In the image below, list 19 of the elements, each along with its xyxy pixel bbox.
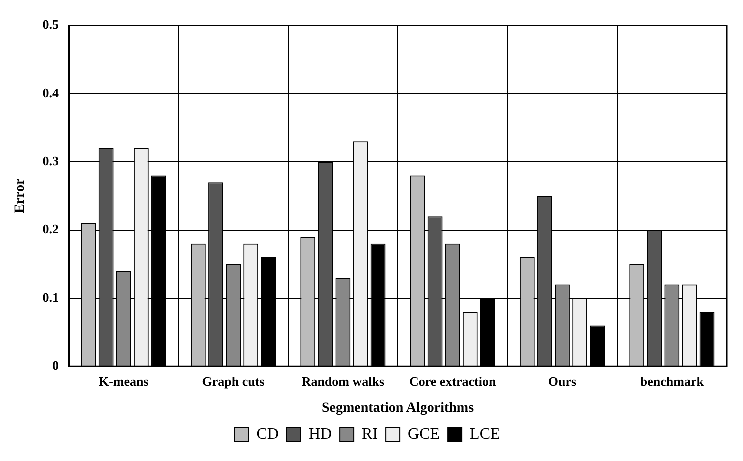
y-tick-label: 0.1 bbox=[42, 290, 60, 305]
x-tick-label: K-means bbox=[98, 374, 149, 389]
x-tick-label: Core extraction bbox=[409, 374, 497, 389]
y-tick-label: 0.5 bbox=[42, 17, 60, 32]
legend-label: HD bbox=[308, 426, 332, 444]
x-tick-label: Graph cuts bbox=[202, 374, 265, 389]
y-tick-label: 0.4 bbox=[42, 85, 60, 100]
x-tick-label: Random walks bbox=[302, 374, 385, 389]
y-axis-title: Error bbox=[13, 178, 28, 214]
y-tick-label: 0.2 bbox=[42, 222, 60, 237]
legend-label: CD bbox=[256, 426, 279, 444]
y-tick-label: 0 bbox=[52, 358, 60, 373]
x-tick-label: benchmark bbox=[640, 374, 705, 389]
x-tick-label: Ours bbox=[548, 374, 577, 389]
legend-label: LCE bbox=[470, 426, 500, 444]
legend-label: RI bbox=[362, 426, 378, 444]
y-tick-label: 0.3 bbox=[42, 153, 60, 168]
x-axis-title: Segmentation Algorithms bbox=[322, 401, 475, 416]
legend-label: GCE bbox=[408, 426, 440, 444]
